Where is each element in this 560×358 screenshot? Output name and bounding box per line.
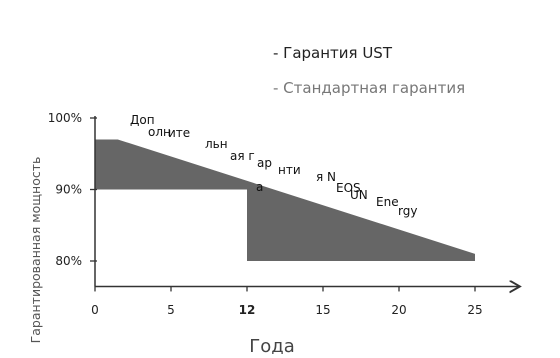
annotation-fragment: UN — [350, 188, 368, 202]
legend-item: - Гарантия UST — [273, 44, 393, 62]
x-tick-label: 12 — [239, 303, 256, 317]
y-tick-label: 90% — [55, 183, 82, 197]
annotation-fragment: Доп — [130, 113, 155, 127]
x-tick-label: 25 — [467, 303, 482, 317]
annotation-fragment: я N — [316, 170, 336, 184]
annotation-fragment: ите — [168, 126, 190, 140]
annotation-fragment: нти — [278, 163, 301, 177]
y-tick-label: 80% — [55, 254, 82, 268]
annotation-fragment: ая г — [230, 149, 255, 163]
x-axis-title: Года — [249, 336, 294, 354]
annotation-fragment: олн — [148, 125, 171, 139]
annotation-fragment: rgy — [398, 204, 417, 218]
x-tick-label: 20 — [391, 303, 406, 317]
annotation-fragment: ар — [257, 156, 272, 170]
warranty-area — [95, 139, 475, 261]
x-tick-label: 5 — [167, 303, 175, 317]
y-axis-title: Гарантированная мощность — [28, 157, 43, 344]
annotation-fragment: льн — [205, 137, 228, 151]
x-tick-label: 15 — [315, 303, 330, 317]
y-tick-label: 100% — [48, 111, 82, 125]
legend-item: - Стандартная гарантия — [273, 79, 465, 97]
annotation-fragment: а — [256, 180, 263, 194]
x-tick-label: 0 — [91, 303, 99, 317]
annotation-fragment: EOS — [336, 181, 361, 195]
annotation-fragment: Ene — [376, 195, 399, 209]
